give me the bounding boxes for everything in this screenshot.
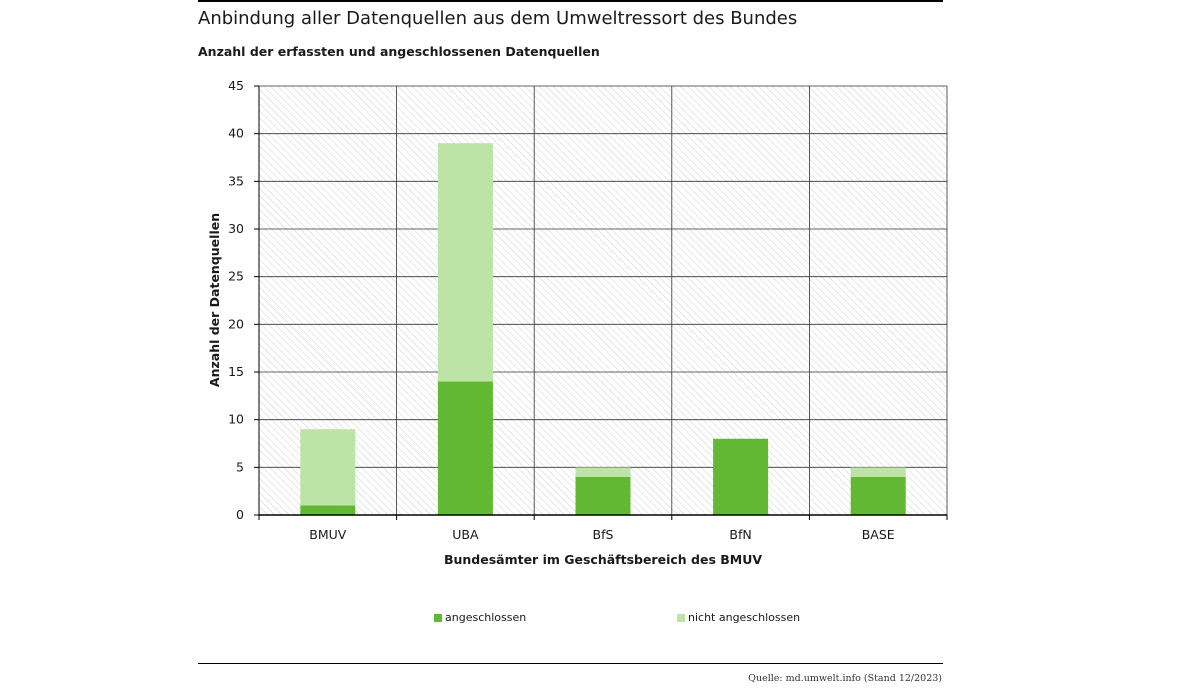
bottom-rule (198, 663, 943, 664)
axes: 0 5 10 15 20 25 30 35 40 45 BMUV UBA BfS BfN BASE (228, 78, 948, 542)
x-tick-label-bfs: BfS (593, 527, 614, 542)
chart-subtitle: Anzahl der erfassten und angeschlossenen… (198, 44, 600, 59)
x-axis-label: Bundesämter im Geschäftsbereich des BMUV (444, 552, 762, 567)
legend-label-nicht-angeschlossen: nicht angeschlossen (688, 611, 801, 624)
y-tick-label-35: 35 (228, 173, 244, 188)
y-tick-label-20: 20 (228, 316, 244, 331)
bar-base-angeschlossen (850, 476, 906, 515)
bar-bmuv-nicht-angeschlossen (300, 429, 356, 506)
plot-area-background (259, 86, 947, 515)
source-note: Quelle: md.umwelt.info (Stand 12/2023) (748, 673, 942, 684)
bar-uba-angeschlossen (437, 381, 493, 515)
x-tick-label-base: BASE (862, 527, 895, 542)
y-tick-label-0: 0 (236, 507, 244, 522)
legend-swatch-angeschlossen (434, 613, 442, 622)
y-tick-label-30: 30 (228, 221, 244, 236)
legend-item-angeschlossen: angeschlossen (434, 611, 526, 624)
legend-swatch-nicht-angeschlossen (677, 613, 685, 622)
legend-item-nicht-angeschlossen: nicht angeschlossen (677, 611, 800, 624)
y-tick-label-5: 5 (236, 459, 244, 474)
top-rule (198, 0, 943, 2)
bar-bfs-nicht-angeschlossen (575, 467, 631, 477)
x-tick-label-uba: UBA (452, 527, 479, 542)
x-tick-label-bmuv: BMUV (309, 527, 347, 542)
bar-bfn-angeschlossen (713, 438, 769, 515)
y-tick-label-25: 25 (228, 269, 244, 284)
bars (300, 143, 906, 515)
bar-bmuv-angeschlossen (300, 505, 356, 515)
bar-uba-nicht-angeschlossen (437, 143, 493, 382)
y-tick-label-45: 45 (228, 78, 244, 93)
bar-bfs-angeschlossen (575, 476, 631, 515)
x-tick-label-bfn: BfN (729, 527, 751, 542)
y-tick-label-15: 15 (228, 364, 244, 379)
y-tick-label-40: 40 (228, 126, 244, 141)
chart-title: Anbindung aller Datenquellen aus dem Umw… (198, 8, 798, 29)
y-axis-label: Anzahl der Datenquellen (207, 213, 222, 387)
y-tick-label-10: 10 (228, 412, 244, 427)
legend-label-angeschlossen: angeschlossen (445, 611, 527, 624)
bar-base-nicht-angeschlossen (850, 467, 906, 477)
